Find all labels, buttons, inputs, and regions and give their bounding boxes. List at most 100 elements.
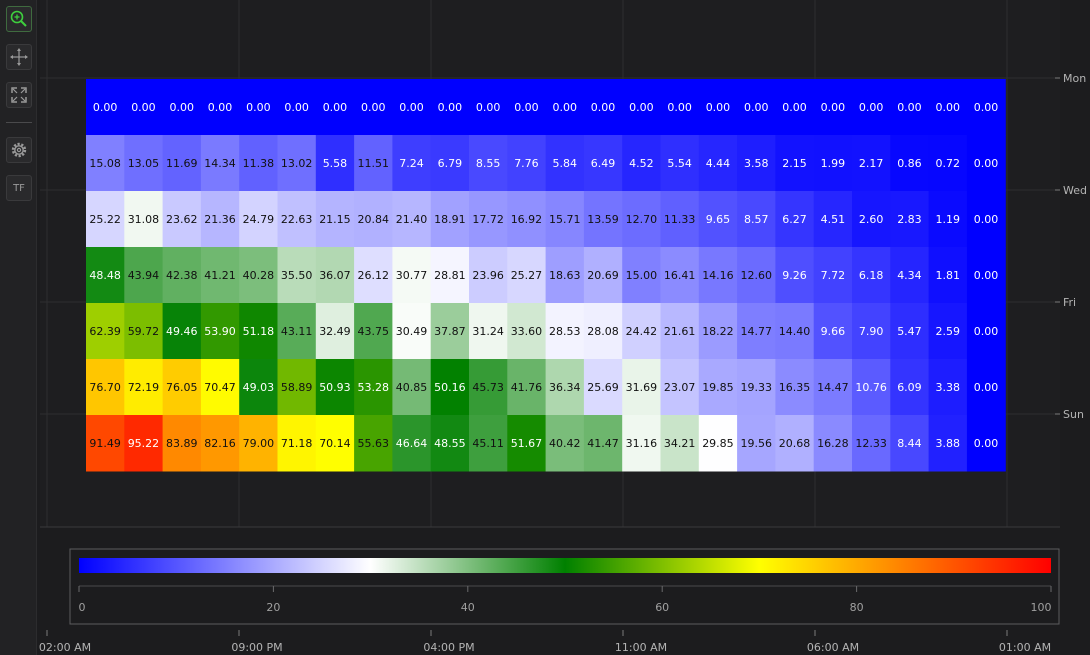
heatmap-cell	[239, 303, 279, 360]
cell-value-label: 0.00	[821, 101, 846, 114]
cell-value-label: 0.00	[782, 101, 807, 114]
heatmap-cell	[239, 415, 279, 472]
heatmap-cell	[430, 79, 470, 136]
heatmap-cell	[737, 303, 776, 360]
heatmap-cell	[775, 191, 815, 248]
cell-value-label: 46.64	[396, 437, 428, 450]
x-axis: 02:00 AM 09:00 PM 04:00 PM 11:00 AM 06:00 AM…	[39, 630, 1051, 654]
heatmap-cell	[583, 415, 623, 472]
heatmap-cell	[277, 303, 317, 360]
heatmap-cell	[124, 303, 164, 360]
cell-value-label: 43.11	[281, 325, 313, 338]
pan-icon	[10, 48, 28, 66]
cell-value-label: 0.00	[936, 101, 961, 114]
cell-value-label: 50.16	[434, 381, 466, 394]
cell-value-label: 2.59	[936, 325, 961, 338]
heatmap-cell	[966, 359, 1006, 416]
heatmap-cell	[890, 191, 930, 248]
heatmap-cell	[507, 359, 547, 416]
cell-value-label: 43.94	[128, 269, 160, 282]
heatmap-cell	[928, 303, 968, 360]
heatmap-cell	[852, 79, 891, 136]
cell-value-label: 24.79	[243, 213, 275, 226]
cell-value-label: 0.00	[859, 101, 884, 114]
heatmap-cell	[852, 135, 891, 192]
legend-tick-label: 100	[1031, 601, 1052, 614]
heatmap-cell	[277, 247, 317, 304]
cell-value-label: 0.86	[897, 157, 922, 170]
cell-value-label: 5.84	[553, 157, 578, 170]
zoom-tool-button[interactable]	[6, 6, 32, 32]
cell-value-label: 8.44	[897, 437, 922, 450]
cell-value-label: 34.21	[664, 437, 696, 450]
heatmap-cell	[890, 247, 930, 304]
heatmap-cell	[852, 303, 891, 360]
cell-value-label: 0.00	[323, 101, 348, 114]
heatmap-cell	[966, 247, 1006, 304]
y-tick-label: Mon	[1063, 72, 1086, 85]
fit-tool-button[interactable]	[6, 82, 32, 108]
heatmap-cell	[162, 191, 202, 248]
cell-labels: 0.00 0.00 0.00 0.00 0.00 0.00 0.00 0.00 0.00 0.00…	[89, 101, 998, 450]
heatmap-cell	[737, 415, 776, 472]
pan-tool-button[interactable]	[6, 44, 32, 70]
heatmap-cell	[737, 79, 776, 136]
heatmap-cell	[162, 415, 202, 472]
cell-value-label: 21.61	[664, 325, 696, 338]
cell-value-label: 15.00	[626, 269, 658, 282]
heatmap-cell	[392, 135, 432, 192]
cell-value-label: 95.22	[128, 437, 160, 450]
cell-value-label: 10.76	[855, 381, 887, 394]
heatmap-cell	[966, 135, 1006, 192]
cell-value-label: 36.07	[319, 269, 351, 282]
cell-value-label: 37.87	[434, 325, 466, 338]
cell-value-label: 70.14	[319, 437, 351, 450]
heatmap-cell	[430, 135, 470, 192]
theme-tool-button[interactable]: TF	[6, 175, 32, 201]
heatmap-cell	[813, 415, 853, 472]
cell-value-label: 31.69	[626, 381, 658, 394]
cell-value-label: 1.19	[936, 213, 961, 226]
cell-value-label: 49.46	[166, 325, 198, 338]
heatmap-cell	[124, 359, 164, 416]
theme-tool-label: TF	[13, 182, 25, 194]
heatmap-cell	[813, 191, 853, 248]
cell-value-label: 21.36	[204, 213, 236, 226]
heatmap-cell	[392, 191, 432, 248]
cell-value-label: 5.58	[323, 157, 348, 170]
heatmap-cell	[622, 303, 662, 360]
cell-value-label: 29.85	[702, 437, 734, 450]
heatmap-cell	[315, 135, 355, 192]
zoom-icon	[10, 10, 27, 27]
settings-tool-button[interactable]	[6, 137, 32, 163]
cell-value-label: 11.69	[166, 157, 198, 170]
cell-value-label: 76.70	[89, 381, 121, 394]
heatmap-cell	[86, 135, 125, 192]
heatmap-cell	[775, 135, 815, 192]
cell-value-label: 15.71	[549, 213, 581, 226]
heatmap-cell	[200, 79, 240, 136]
cell-value-label: 23.62	[166, 213, 198, 226]
cell-value-label: 62.39	[89, 325, 121, 338]
heatmap-cell	[583, 135, 623, 192]
heatmap-cell	[813, 247, 853, 304]
cell-value-label: 8.55	[476, 157, 501, 170]
heatmap-cell	[737, 191, 776, 248]
cell-value-label: 21.15	[319, 213, 351, 226]
cell-value-label: 21.40	[396, 213, 428, 226]
heatmap-cell	[277, 191, 317, 248]
heatmap-cell	[737, 135, 776, 192]
cell-value-label: 0.00	[974, 381, 999, 394]
cell-value-label: 20.69	[587, 269, 619, 282]
heatmap-cell	[315, 79, 355, 136]
heatmap-cell	[507, 79, 547, 136]
legend-tick-label: 40	[461, 601, 475, 614]
heatmap-cell	[507, 303, 547, 360]
heatmap-cell	[315, 415, 355, 472]
cell-value-label: 7.76	[514, 157, 539, 170]
heatmap-cell	[86, 303, 125, 360]
heatmap-cell	[354, 303, 393, 360]
heatmap-cell	[86, 359, 125, 416]
cell-value-label: 41.21	[204, 269, 236, 282]
